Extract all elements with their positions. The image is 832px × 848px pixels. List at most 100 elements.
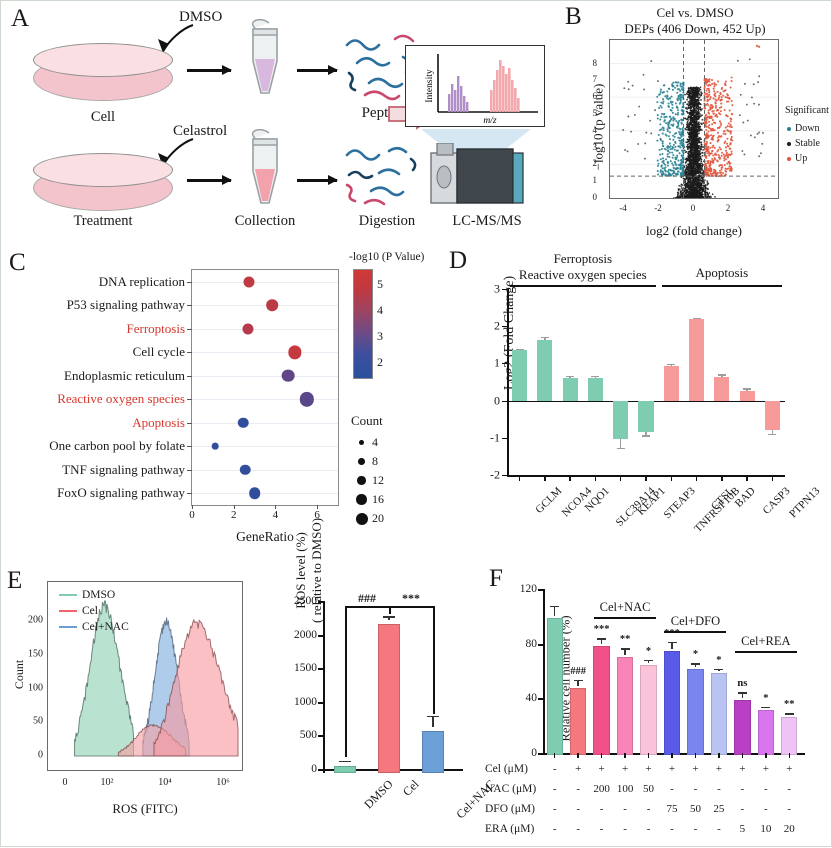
panel-a-workflow: A DMSO Cell P <box>1 1 561 233</box>
viability-errorbar <box>741 692 744 698</box>
dotplot-gridline <box>192 352 338 354</box>
gene-errorbar-cap <box>566 376 575 378</box>
lcms-instrument <box>430 143 524 204</box>
f-xtickmark <box>765 753 767 758</box>
dotplot-ytick <box>187 375 192 377</box>
legend-item-down: Down <box>787 123 820 134</box>
viability-bar[interactable] <box>687 668 704 755</box>
dotplot-ytick <box>187 352 192 354</box>
dotplot-xtick: 2 <box>230 509 237 521</box>
ros-sig-bracket-left <box>345 606 389 608</box>
viability-bar[interactable] <box>663 651 681 755</box>
f-xtickmark <box>600 753 603 758</box>
f-ytick: 80 <box>525 637 538 650</box>
panel-d-ytickmark <box>502 437 507 439</box>
agent-label-dmso: DMSO <box>179 9 223 25</box>
gene-bar[interactable] <box>562 377 578 401</box>
pathway-dotplot[interactable]: DNA replication P53 signaling pathway Ferr… <box>49 269 339 521</box>
flow-legend-item: DMSO <box>59 589 129 601</box>
ros-sig-tick-right-1 <box>433 606 435 714</box>
panel-d-ytickmark <box>502 400 507 402</box>
pathway-bubble[interactable] <box>266 299 279 312</box>
ros-bar-chart[interactable]: 0 500 1000 1500 2000 2500 DMSO Cel Cel+NAC ### *** <box>294 591 498 821</box>
treatment-cell: + <box>598 763 605 775</box>
gene-bar[interactable] <box>663 366 679 401</box>
pathway-bubble[interactable] <box>243 276 255 288</box>
svg-text:m/z: m/z <box>483 116 497 126</box>
gene-bar[interactable] <box>638 400 654 433</box>
gene-bar[interactable] <box>512 350 528 401</box>
viability-bar[interactable] <box>569 688 587 755</box>
pathway-bubble[interactable] <box>281 369 295 383</box>
pathway-bubble[interactable] <box>239 464 251 475</box>
viability-bar[interactable] <box>593 646 610 755</box>
ros-bar[interactable] <box>377 623 401 773</box>
agent-label-celastrol: Celastrol <box>173 123 228 139</box>
treatment-cell: - <box>599 823 604 835</box>
ros-bar[interactable] <box>333 766 357 773</box>
treatment-cell: - <box>670 823 674 835</box>
flow-ytick: 200 <box>28 614 43 626</box>
dotplot-xtickmark <box>275 505 277 509</box>
group-line-ferro <box>510 285 656 287</box>
viability-errorbar-cap <box>690 663 700 665</box>
viability-errorbar-cap <box>737 692 747 694</box>
ros-errorbar-cap <box>427 715 439 718</box>
gene-bar[interactable] <box>587 377 604 401</box>
x-axis-line <box>507 475 785 477</box>
panel-e-ros: E Count ROS (FITC) ROS level (%) ( relat… <box>1 518 498 848</box>
treatment-cell: - <box>552 803 557 815</box>
f-xtickmark <box>624 753 626 758</box>
volcano-scatter[interactable] <box>609 39 779 199</box>
viability-bar[interactable] <box>640 665 657 755</box>
ros-ytickmark <box>318 701 323 704</box>
viability-bar[interactable] <box>710 673 728 755</box>
panel-e-letter: E <box>7 567 23 594</box>
gene-bar[interactable] <box>714 376 730 401</box>
f-ytick: 120 <box>519 583 537 595</box>
viability-errorbar-cap <box>667 641 677 643</box>
dotplot-gridline <box>192 328 338 330</box>
gene-errorbar-cap <box>717 374 726 376</box>
viability-bar-chart[interactable]: 120 80 40 0 ### *** ** * *** * * ns * ** <box>520 583 805 759</box>
dotplot-gridline <box>192 469 338 471</box>
legend-dot-down-icon <box>787 126 791 131</box>
viability-significance: * <box>692 649 699 661</box>
treatment-cell: - <box>576 803 581 815</box>
arrow-step-3 <box>187 175 232 184</box>
pathway-bubble[interactable] <box>288 345 302 359</box>
pathway-bubble[interactable] <box>242 323 254 335</box>
pathway-bubble[interactable] <box>299 392 314 407</box>
flow-cytometry-histogram[interactable] <box>47 581 243 771</box>
step-label-treatment: Treatment <box>73 213 133 229</box>
dotplot-xlabel: GeneRatio <box>236 529 294 544</box>
legend-label-up: Up <box>795 153 808 164</box>
f-ytickmark <box>538 753 543 755</box>
gene-bar[interactable] <box>739 390 755 401</box>
pathway-label: P53 signaling pathway <box>66 297 185 313</box>
volcano-xtick: -2 <box>654 203 662 213</box>
viability-bar[interactable] <box>781 716 798 755</box>
gene-bar-chart[interactable]: 3 2 1 0 -1 -2 GCLM NCOA4 NQO1 SLC39A14 KEAP1 STEAP3… <box>490 282 823 535</box>
gene-bar[interactable] <box>688 319 705 401</box>
viability-bar[interactable] <box>757 709 774 755</box>
viability-bar[interactable] <box>546 618 563 755</box>
viability-bar[interactable] <box>616 656 634 755</box>
ros-errorbar <box>432 715 434 727</box>
ros-bar[interactable] <box>421 730 445 773</box>
pathway-bubble[interactable] <box>211 442 219 450</box>
pathway-bubble[interactable] <box>237 417 249 428</box>
ros-y-axis <box>323 601 325 773</box>
gene-bar[interactable] <box>613 400 629 439</box>
f-xtickmark <box>788 753 790 758</box>
pathway-bubble[interactable] <box>248 487 261 500</box>
viability-bar[interactable] <box>734 699 751 755</box>
gene-bar[interactable] <box>764 400 780 431</box>
panel-d-ytickmark <box>502 475 507 476</box>
volcano-ytick: 7 <box>592 74 598 85</box>
panel-d-xtickmark <box>569 475 571 481</box>
panel-d-ytickmark <box>502 289 507 290</box>
legend-label-stable: Stable <box>795 138 820 149</box>
gene-bar[interactable] <box>537 340 553 401</box>
group-line-apop <box>661 285 783 287</box>
